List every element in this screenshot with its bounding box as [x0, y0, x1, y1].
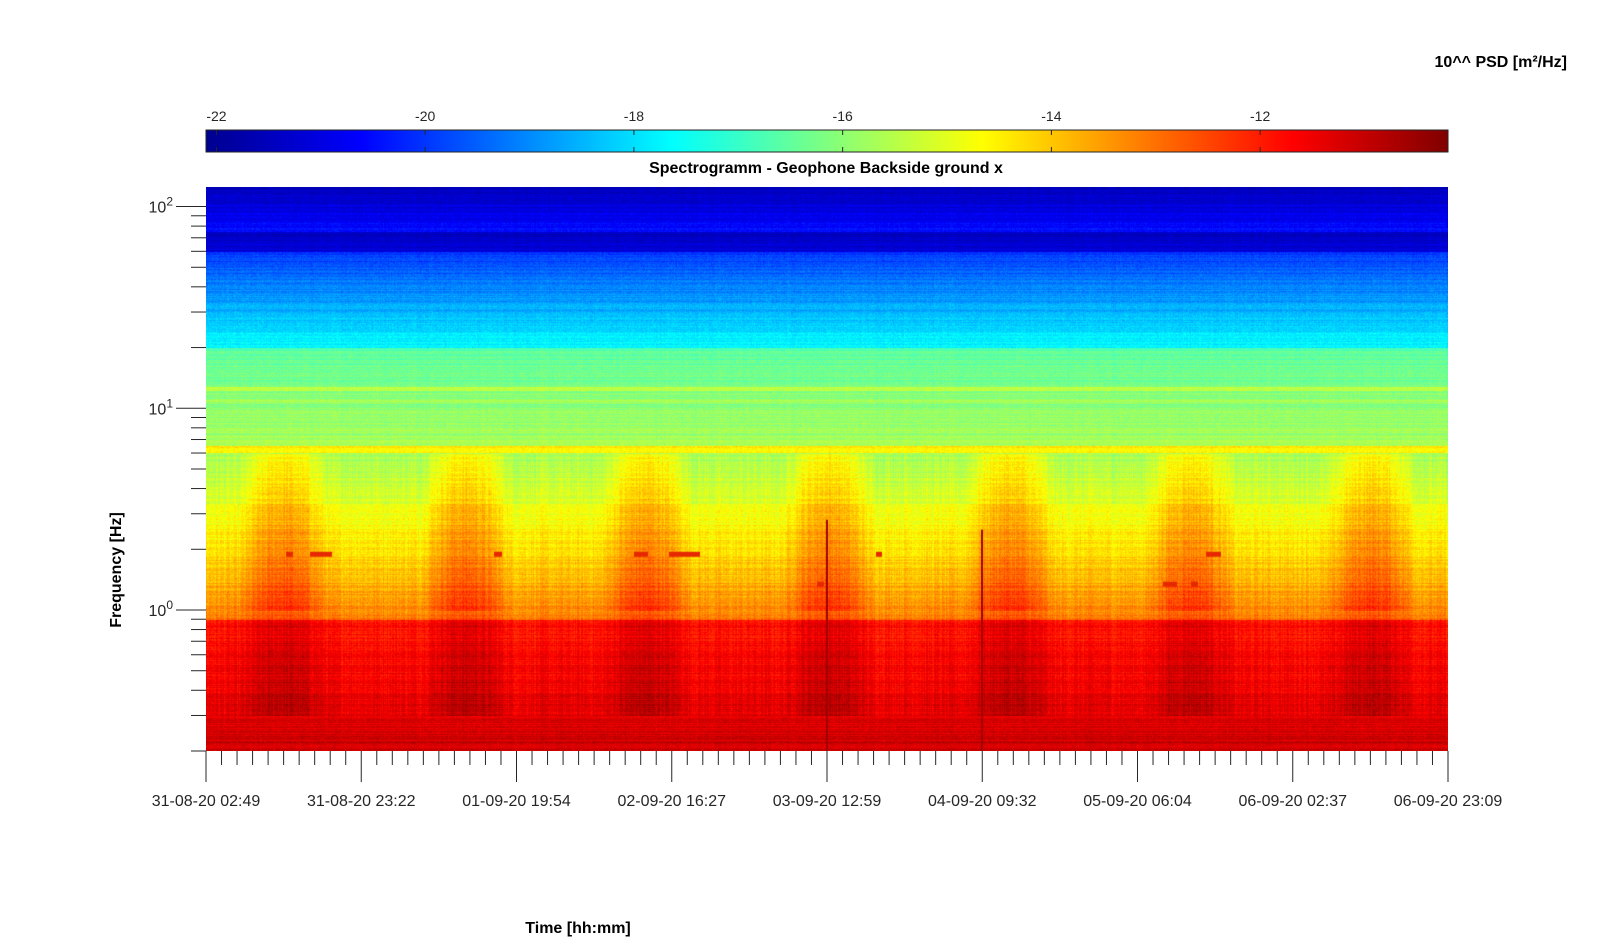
colorbar-tick-label: -18	[624, 108, 644, 124]
y-tick-label: 101	[149, 396, 174, 418]
colorbar-tick-label: -16	[833, 108, 853, 124]
colorbar-tick-label: -22	[206, 108, 226, 124]
x-tick-label: 05-09-20 06:04	[1083, 793, 1192, 810]
y-tick-label: 100	[149, 598, 174, 620]
colorbar-tick-label: -12	[1250, 108, 1270, 124]
x-tick-label: 01-09-20 19:54	[462, 793, 571, 810]
x-tick-label: 06-09-20 02:37	[1238, 793, 1347, 810]
colorbar-tick-label: -20	[415, 108, 435, 124]
x-tick-label: 04-09-20 09:32	[928, 793, 1037, 810]
x-tick-label: 31-08-20 02:49	[152, 793, 261, 810]
x-tick-label: 02-09-20 16:27	[617, 793, 726, 810]
colorbar-label: 10^^ PSD [m²/Hz]	[1434, 54, 1567, 71]
colorbar-tick-label: -14	[1041, 108, 1061, 124]
colorbar: -22 -20 -18 -16 -14 -12	[205, 108, 1449, 153]
x-tick-label: 31-08-20 23:22	[307, 793, 416, 810]
colorbar-gradient	[205, 129, 1449, 153]
chart-title: Spectrogramm - Geophone Backside ground …	[649, 160, 1003, 177]
x-tick-label: 06-09-20 23:09	[1394, 793, 1503, 810]
spectrogram-area	[206, 187, 1448, 751]
x-axis-label: Time [hh:mm]	[525, 920, 631, 937]
x-tick-label: 03-09-20 12:59	[773, 793, 882, 810]
axes: 100 101 102 31-08-20 02:49 31-08-20 23:22 01-…	[149, 195, 1503, 810]
y-tick-label: 102	[149, 195, 174, 217]
